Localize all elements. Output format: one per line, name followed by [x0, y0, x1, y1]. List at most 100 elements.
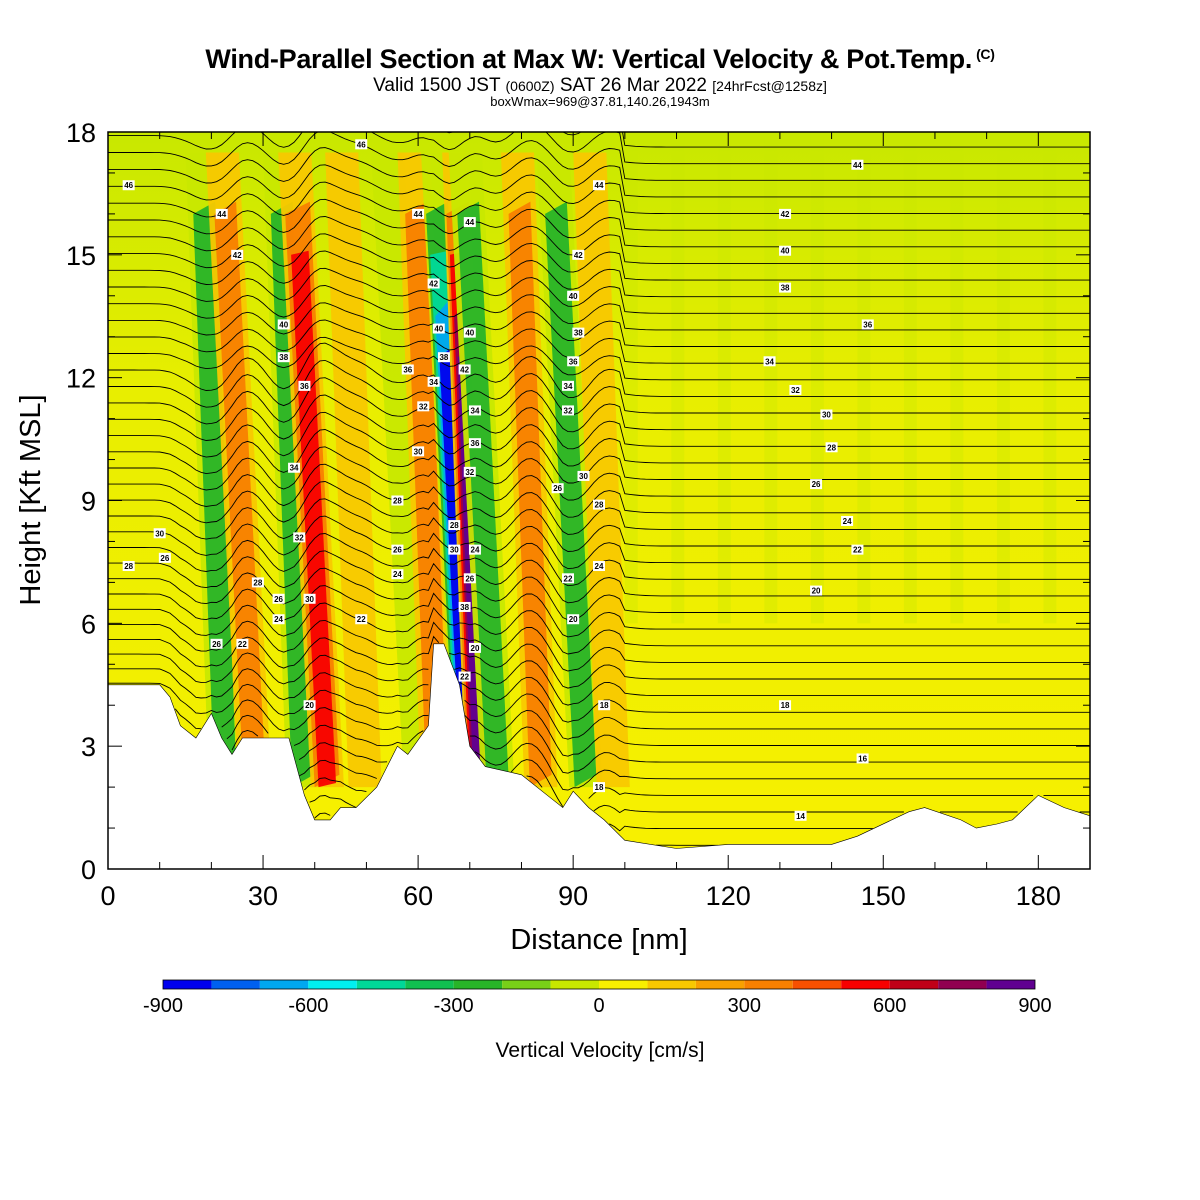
contour-label-bg	[598, 700, 611, 711]
contour-label-text: 32	[419, 402, 428, 411]
contour-label-text: 28	[595, 501, 604, 510]
contour-label-text: 22	[460, 673, 469, 682]
contour-label-text: 40	[279, 320, 288, 329]
theta-contour	[108, 319, 1090, 364]
contour-label: 22	[458, 671, 471, 682]
contour-label-bg	[427, 278, 440, 289]
contour-label-bg	[272, 593, 285, 604]
theta-contour	[226, 714, 1090, 774]
contour-label: 24	[468, 544, 481, 555]
theta-contour	[108, 429, 1090, 484]
weak-velocity-stripe	[996, 132, 1010, 624]
contour-label: 32	[789, 384, 802, 395]
contour-label-bg	[210, 638, 223, 649]
chart-title: Wind-Parallel Section at Max W: Vertical…	[0, 44, 1200, 75]
contour-label-text: 34	[765, 357, 774, 366]
contour-label-bg	[303, 700, 316, 711]
contour-label-text: 26	[553, 484, 562, 493]
contour-label: 30	[820, 409, 833, 420]
contour-label-text: 30	[305, 595, 314, 604]
contour-label-text: 34	[564, 382, 573, 391]
theta-contour	[108, 132, 1090, 181]
theta-contour	[108, 602, 1090, 655]
contour-label: 22	[561, 573, 574, 584]
contour-label-bg	[468, 544, 481, 555]
contour-label-bg	[561, 573, 574, 584]
contour-label: 26	[810, 479, 823, 490]
colorbar-tick-label: -600	[288, 995, 328, 1017]
colorbar-segment	[695, 980, 745, 989]
contour-label: 16	[856, 753, 869, 764]
colorbar-segment	[163, 980, 212, 989]
theta-contour	[108, 132, 1090, 165]
contour-label-text: 44	[853, 161, 862, 170]
colorbar-segment	[599, 980, 648, 989]
theta-contour	[108, 481, 1090, 535]
weak-velocity-stripe	[764, 132, 778, 624]
contour-label-text: 30	[414, 447, 423, 456]
velocity-band	[508, 201, 552, 788]
contour-label: 38	[572, 327, 585, 338]
contour-label: 28	[825, 442, 838, 453]
contour-label: 30	[448, 544, 461, 555]
contour-label: 26	[391, 544, 404, 555]
colorbar-segment	[792, 980, 842, 989]
theta-contour	[108, 515, 1090, 570]
contour-label-text: 44	[217, 210, 226, 219]
contour-label-text: 40	[781, 247, 790, 256]
contour-label-bg	[427, 376, 440, 387]
contour-label: 20	[468, 642, 481, 653]
contour-label: 28	[391, 495, 404, 506]
contour-label-bg	[355, 139, 368, 150]
contour-label-text: 26	[465, 574, 474, 583]
contour-label-bg	[417, 401, 430, 412]
contour-label: 42	[458, 364, 471, 375]
y-tick-label: 15	[66, 241, 96, 271]
contour-label: 36	[861, 319, 874, 330]
contour-label-bg	[355, 614, 368, 625]
weak-velocity-stripe	[857, 132, 871, 624]
contour-label: 44	[215, 208, 228, 219]
contour-label-text: 42	[574, 251, 583, 260]
y-tick-label: 12	[66, 364, 96, 394]
contour-label: 34	[561, 380, 574, 391]
x-tick-label: 0	[100, 881, 115, 911]
contour-label-bg	[561, 380, 574, 391]
contour-label-bg	[277, 352, 290, 363]
contour-label-bg	[458, 601, 471, 612]
contour-label: 42	[231, 249, 244, 260]
contour-label-bg	[779, 282, 792, 293]
weak-velocity-stripe	[903, 132, 917, 624]
contour-label-text: 40	[434, 325, 443, 334]
y-tick-label: 6	[81, 609, 96, 639]
theta-contour	[231, 730, 1090, 791]
theta-contour	[108, 635, 1090, 689]
theta-contour	[108, 336, 1090, 381]
contour-label: 32	[561, 405, 574, 416]
colorbar-segment	[405, 980, 454, 989]
contour-label-bg	[272, 614, 285, 625]
contour-label: 38	[458, 601, 471, 612]
contour-label-bg	[391, 569, 404, 580]
colorbar-tick-label: 600	[873, 995, 906, 1017]
contour-label: 36	[401, 364, 414, 375]
contour-label-text: 14	[796, 812, 805, 821]
contour-label: 40	[463, 327, 476, 338]
colorbar-tick-label: -300	[434, 995, 474, 1017]
theta-contour	[314, 812, 718, 846]
contour-label-text: 42	[233, 251, 242, 260]
contour-label: 36	[298, 380, 311, 391]
theta-contour	[108, 463, 1090, 518]
contour-label-bg	[789, 384, 802, 395]
contour-label-text: 32	[791, 386, 800, 395]
contour-label-text: 22	[853, 546, 862, 555]
contour-label-text: 38	[279, 353, 288, 362]
forecast-info: [24hrFcst@1258z]	[712, 78, 827, 94]
contour-label: 24	[391, 569, 404, 580]
theta-contour	[108, 198, 1090, 248]
contour-label-bg	[567, 356, 580, 367]
contour-label-bg	[458, 671, 471, 682]
contour-label-bg	[437, 352, 450, 363]
